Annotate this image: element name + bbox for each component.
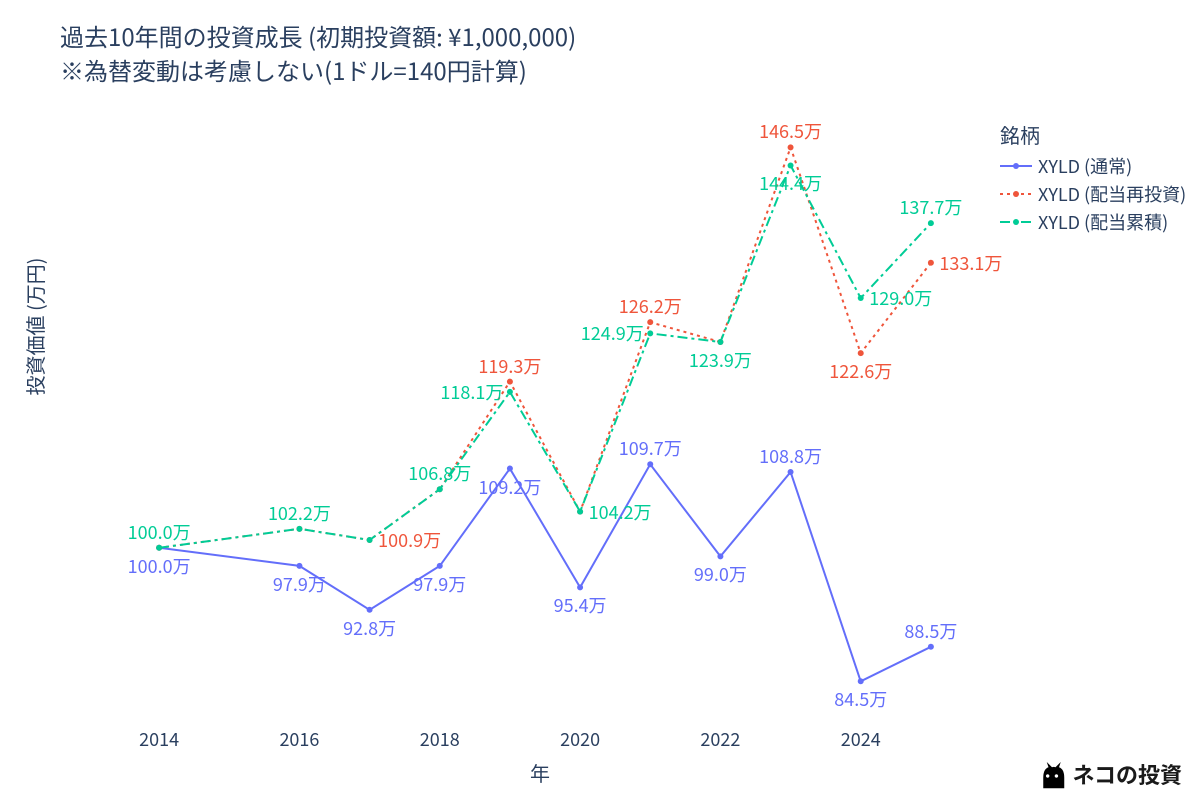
legend: 銘柄 XYLD (通常)XYLD (配当再投資)XYLD (配当累積)	[1000, 120, 1186, 237]
series-marker[interactable]	[647, 461, 653, 467]
legend-label: XYLD (通常)	[1038, 153, 1132, 179]
series-marker[interactable]	[647, 319, 653, 325]
series-marker[interactable]	[858, 350, 864, 356]
chart-title-line1: 過去10年間の投資成長 (初期投資額: ¥1,000,000)	[60, 18, 576, 53]
series-marker[interactable]	[858, 678, 864, 684]
series-marker[interactable]	[507, 389, 513, 395]
legend-swatch	[1000, 159, 1032, 173]
series-marker[interactable]	[437, 486, 443, 492]
series-marker[interactable]	[928, 644, 934, 650]
legend-item[interactable]: XYLD (配当累積)	[1000, 209, 1186, 235]
series-marker[interactable]	[367, 537, 373, 543]
y-axis-title: 投資価値 (万円)	[20, 258, 49, 396]
series-line-0[interactable]	[159, 464, 931, 681]
series-marker[interactable]	[928, 220, 934, 226]
series-marker[interactable]	[577, 584, 583, 590]
x-axis-title: 年	[530, 758, 550, 787]
cat-icon	[1038, 762, 1066, 790]
legend-label: XYLD (配当再投資)	[1038, 181, 1186, 207]
series-line-1[interactable]	[159, 147, 931, 547]
series-marker[interactable]	[647, 330, 653, 336]
x-tick-label: 2016	[279, 726, 319, 752]
legend-item[interactable]: XYLD (通常)	[1000, 153, 1186, 179]
series-marker[interactable]	[507, 466, 513, 472]
series-marker[interactable]	[717, 553, 723, 559]
series-marker[interactable]	[577, 509, 583, 515]
series-marker[interactable]	[788, 162, 794, 168]
series-marker[interactable]	[296, 526, 302, 532]
plot-area	[110, 100, 980, 720]
legend-title: 銘柄	[1000, 120, 1186, 149]
series-marker[interactable]	[788, 144, 794, 150]
x-tick-label: 2020	[560, 726, 600, 752]
x-tick-label: 2022	[700, 726, 740, 752]
legend-item[interactable]: XYLD (配当再投資)	[1000, 181, 1186, 207]
x-tick-label: 2014	[139, 726, 179, 752]
watermark-text: ネコの投資	[1072, 758, 1182, 790]
series-marker[interactable]	[507, 379, 513, 385]
watermark: ネコの投資	[1038, 758, 1182, 790]
x-tick-label: 2024	[841, 726, 881, 752]
series-line-2[interactable]	[159, 165, 931, 547]
chart-title-line2: ※為替変動は考慮しない(1ドル=140円計算)	[60, 52, 527, 87]
series-marker[interactable]	[717, 339, 723, 345]
x-tick-label: 2018	[420, 726, 460, 752]
series-marker[interactable]	[858, 295, 864, 301]
legend-label: XYLD (配当累積)	[1038, 209, 1168, 235]
legend-swatch	[1000, 187, 1032, 201]
series-marker[interactable]	[928, 260, 934, 266]
series-marker[interactable]	[437, 563, 443, 569]
series-marker[interactable]	[788, 469, 794, 475]
chart-root: 過去10年間の投資成長 (初期投資額: ¥1,000,000) ※為替変動は考慮…	[0, 0, 1200, 800]
plot-svg	[110, 100, 980, 720]
series-marker[interactable]	[296, 563, 302, 569]
legend-swatch	[1000, 215, 1032, 229]
series-marker[interactable]	[367, 607, 373, 613]
series-marker[interactable]	[156, 545, 162, 551]
